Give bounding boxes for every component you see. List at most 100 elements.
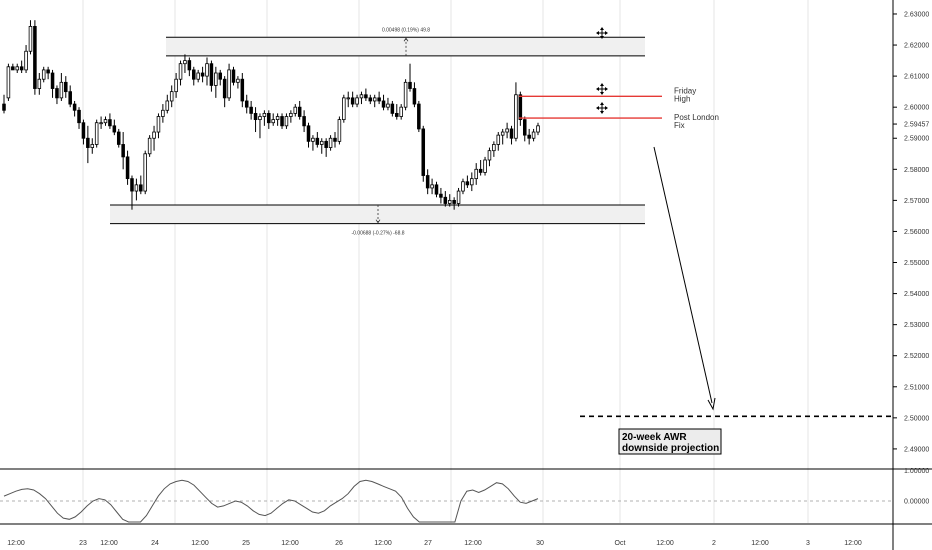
candle-up[interactable] <box>205 63 209 77</box>
candle-down[interactable] <box>81 122 86 139</box>
candle-up[interactable] <box>337 119 342 142</box>
candle-down[interactable] <box>72 103 77 111</box>
candle-up[interactable] <box>461 181 465 192</box>
candle-down[interactable] <box>395 112 399 117</box>
candle-up[interactable] <box>328 137 333 148</box>
price-axis[interactable]: 2.63000 2.62000 2.61000 2.60000 2.59000 2.580… <box>892 0 929 550</box>
candle-down[interactable] <box>244 100 249 108</box>
candle-up[interactable] <box>359 94 364 99</box>
candle-up[interactable] <box>6 66 11 99</box>
candle-up[interactable] <box>196 72 200 80</box>
candle-down[interactable] <box>421 128 426 176</box>
candle-down[interactable] <box>187 60 192 71</box>
candle-up[interactable] <box>342 97 346 121</box>
candle-up[interactable] <box>103 119 108 124</box>
candle-up[interactable] <box>41 69 46 80</box>
candle-up[interactable] <box>403 81 408 108</box>
candle-up[interactable] <box>447 199 452 204</box>
candle-up[interactable] <box>99 122 103 125</box>
candle-up[interactable] <box>293 106 298 114</box>
candle-down[interactable] <box>11 66 15 71</box>
candle-down[interactable] <box>280 116 284 127</box>
candle-up[interactable] <box>258 116 262 121</box>
candle-up[interactable] <box>59 81 64 99</box>
candle-up[interactable] <box>156 116 161 133</box>
candle-down[interactable] <box>364 94 368 99</box>
candle-up[interactable] <box>147 137 152 155</box>
candle-down[interactable] <box>381 100 386 108</box>
range-zones[interactable]: 0.00498 (0.19%) 49.8 -0.00688 (-0.27%) -6… <box>110 27 645 237</box>
candle-down[interactable] <box>108 119 112 127</box>
candle-down[interactable] <box>509 128 514 139</box>
candle-up[interactable] <box>152 131 156 139</box>
candle-down[interactable] <box>452 199 456 204</box>
candle-up[interactable] <box>165 100 170 111</box>
candle-down[interactable] <box>315 137 320 145</box>
candle-down[interactable] <box>68 91 72 105</box>
candle-down[interactable] <box>527 134 531 139</box>
candle-up[interactable] <box>28 26 33 52</box>
candle-up[interactable] <box>311 137 315 142</box>
candle-down[interactable] <box>443 196 448 204</box>
projection-arrow[interactable] <box>653 146 713 404</box>
candle-down[interactable] <box>125 156 130 180</box>
candle-down[interactable] <box>253 112 258 121</box>
candle-up[interactable] <box>386 103 390 108</box>
lower-range-zone[interactable] <box>110 205 645 224</box>
candle-up[interactable] <box>94 122 99 145</box>
candle-down[interactable] <box>192 69 196 80</box>
candle-up[interactable] <box>262 112 267 117</box>
candle-down[interactable] <box>478 168 483 173</box>
candle-up[interactable] <box>15 66 20 71</box>
candle-up[interactable] <box>399 106 403 117</box>
drawing-handles[interactable] <box>596 27 608 114</box>
candle-up[interactable] <box>271 119 275 124</box>
candle-down[interactable] <box>350 97 355 105</box>
candle-up[interactable] <box>514 94 518 139</box>
candle-down[interactable] <box>112 125 117 133</box>
candle-up[interactable] <box>492 144 496 152</box>
candle-down[interactable] <box>465 181 470 186</box>
candle-down[interactable] <box>231 69 236 83</box>
candle-up[interactable] <box>496 134 501 145</box>
candle-down[interactable] <box>249 106 253 114</box>
candle-up[interactable] <box>474 168 478 180</box>
candle-down[interactable] <box>324 140 328 148</box>
candle-up[interactable] <box>178 63 183 80</box>
candle-up[interactable] <box>174 78 178 93</box>
candle-down[interactable] <box>121 144 125 158</box>
candle-up[interactable] <box>289 112 293 117</box>
candle-down[interactable] <box>425 175 430 189</box>
move-handle-icon[interactable] <box>596 102 608 114</box>
candle-up[interactable] <box>487 150 492 161</box>
candle-up[interactable] <box>531 131 536 139</box>
candle-up[interactable] <box>143 153 147 192</box>
candle-up[interactable] <box>536 125 540 133</box>
candle-down[interactable] <box>218 72 223 80</box>
candle-down[interactable] <box>306 125 311 142</box>
candle-down[interactable] <box>333 137 337 142</box>
candle-down[interactable] <box>64 81 68 93</box>
candle-up[interactable] <box>37 78 42 89</box>
candle-down[interactable] <box>412 88 417 105</box>
candle-down[interactable] <box>222 78 227 99</box>
candle-up[interactable] <box>430 184 434 189</box>
candle-down[interactable] <box>518 94 523 121</box>
candle-up[interactable] <box>134 184 139 192</box>
candle-down[interactable] <box>55 88 59 99</box>
candle-down[interactable] <box>2 103 6 111</box>
candle-down[interactable] <box>50 72 55 89</box>
candle-down[interactable] <box>86 137 90 148</box>
candle-down[interactable] <box>408 81 412 89</box>
candle-up[interactable] <box>319 140 324 145</box>
candle-down[interactable] <box>297 106 302 117</box>
candle-down[interactable] <box>200 72 205 77</box>
move-handle-icon[interactable] <box>596 83 608 95</box>
candle-down[interactable] <box>377 97 381 102</box>
candle-down[interactable] <box>139 184 143 192</box>
candle-up[interactable] <box>90 144 95 148</box>
candle-up[interactable] <box>275 116 280 121</box>
candle-up[interactable] <box>236 78 240 83</box>
